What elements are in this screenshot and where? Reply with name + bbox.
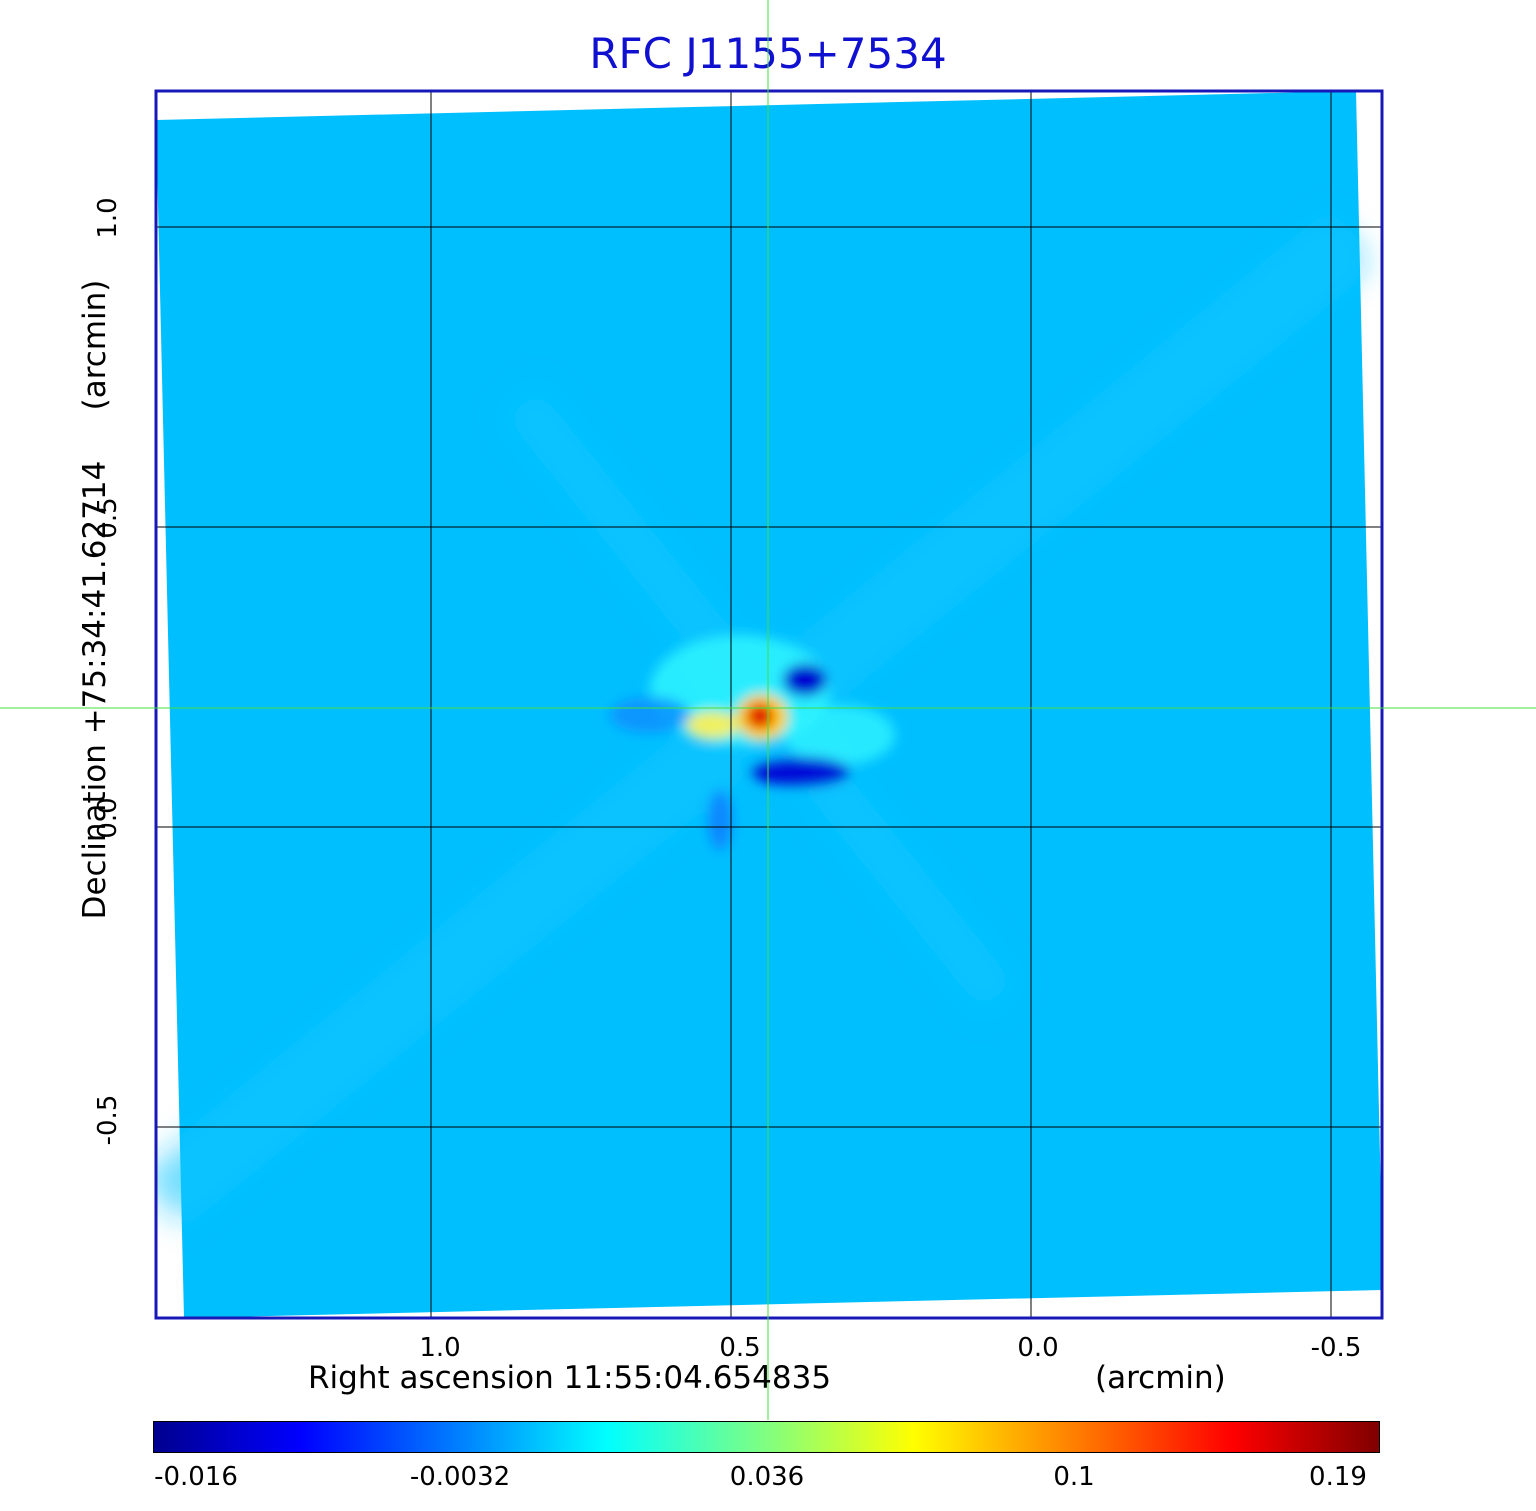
negative-lobe (783, 664, 827, 696)
colorbar-tick-label: 0.036 (729, 1462, 805, 1492)
coordinate-grid (156, 91, 1382, 1318)
x-tick-label: 1.0 (419, 1333, 461, 1363)
y-axis-unit: (arcmin) (77, 279, 113, 411)
sidelobe-halo (785, 705, 895, 765)
x-tick-label: -0.5 (1310, 1333, 1362, 1363)
x-axis-label: Right ascension 11:55:04.654835 (308, 1360, 832, 1396)
x-tick-label: 0.5 (719, 1333, 761, 1363)
colorbar-tick-label: 0.19 (1309, 1462, 1367, 1492)
colorbar-tick-label: -0.0032 (409, 1462, 511, 1492)
emission-component (686, 711, 738, 739)
y-tick-label: 1.0 (93, 197, 123, 239)
negative-lobe (610, 697, 690, 733)
negative-lobe (708, 790, 732, 850)
emission-peak (746, 703, 774, 729)
radio-map (0, 0, 1536, 1420)
plot-frame (154, 89, 1384, 1320)
negative-lobe (750, 757, 850, 787)
colorbar-tick-label: -0.016 (154, 1462, 238, 1492)
y-tick-label: -0.5 (93, 1094, 123, 1146)
x-axis-unit: (arcmin) (1095, 1360, 1226, 1396)
y-axis-label: Declination +75:34:41.62714 (77, 460, 113, 920)
colorbar (153, 1421, 1380, 1453)
x-tick-label: 0.0 (1017, 1333, 1059, 1363)
colorbar-tick-label: 0.1 (1053, 1462, 1095, 1492)
